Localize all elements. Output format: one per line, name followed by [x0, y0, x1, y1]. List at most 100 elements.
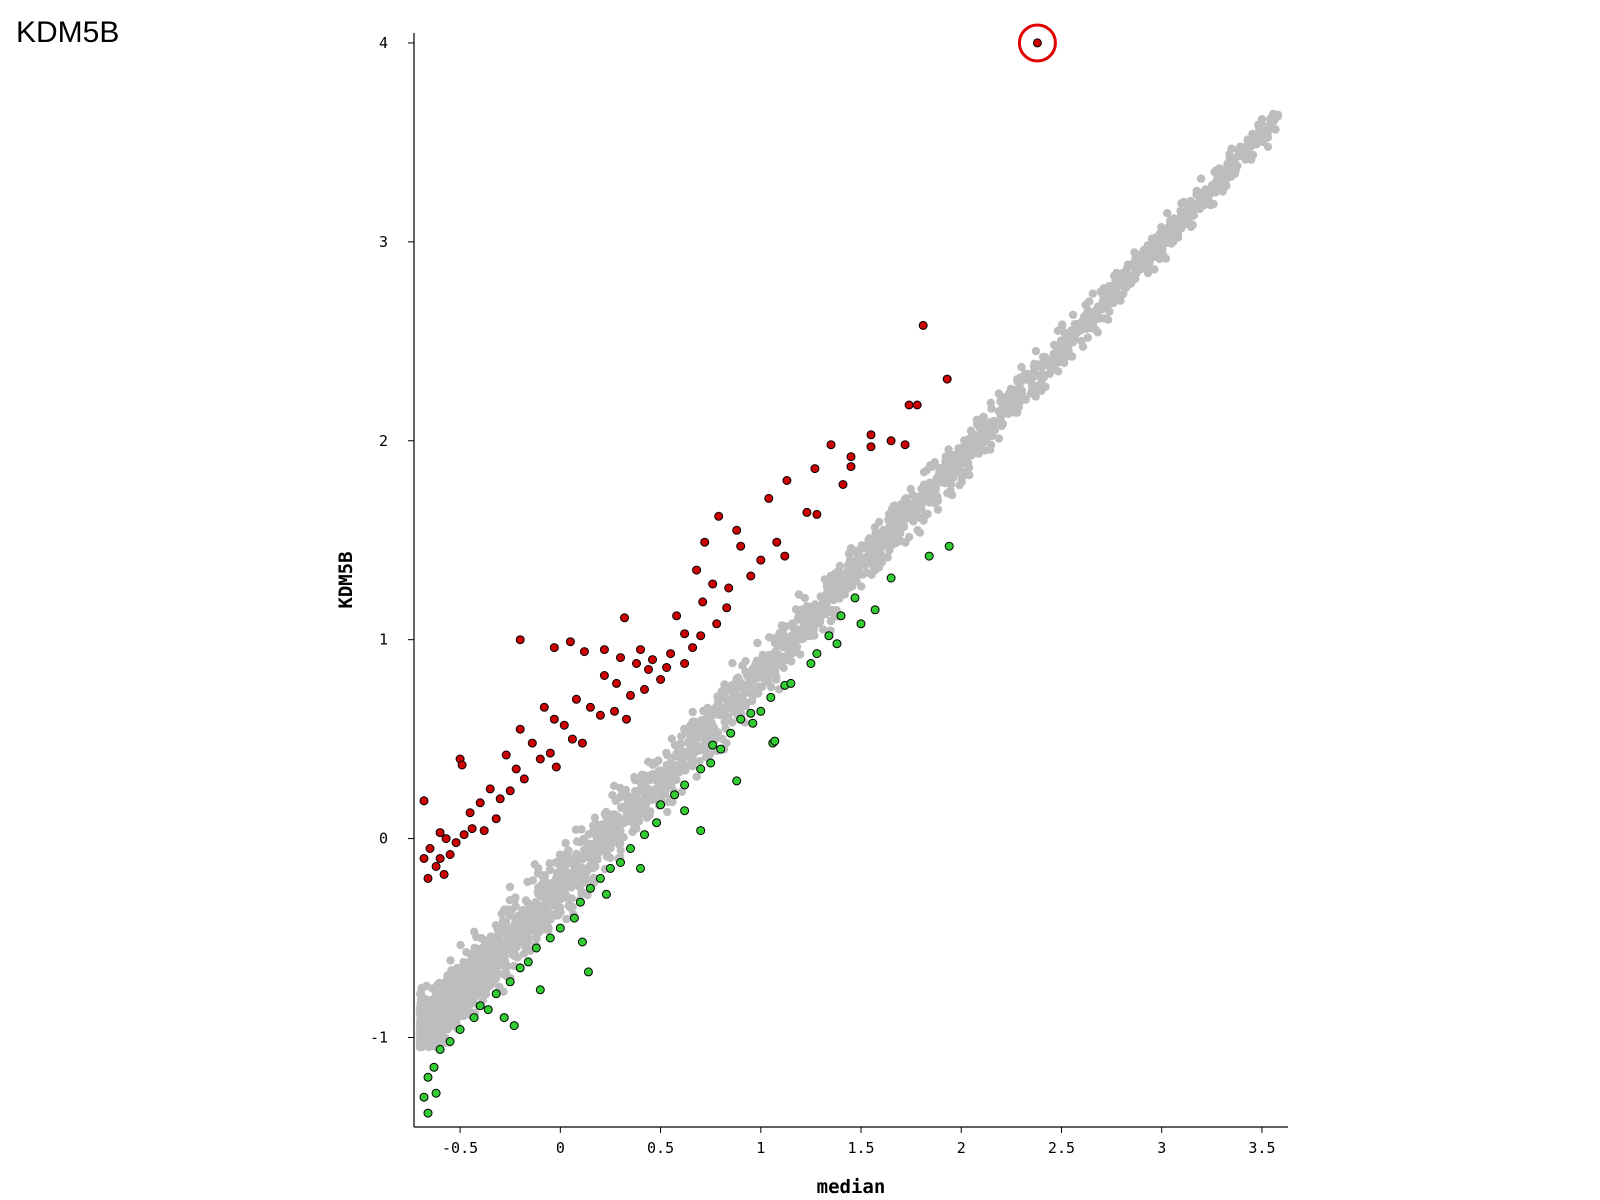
neutral-point: [608, 791, 617, 800]
up-point: [942, 374, 952, 384]
neutral-point: [723, 700, 733, 709]
neutral-point: [933, 505, 943, 514]
up-point: [491, 814, 501, 824]
neutral-point: [1168, 219, 1177, 228]
neutral-point: [1083, 313, 1092, 322]
neutral-point: [849, 560, 858, 570]
neutral-point: [818, 625, 828, 634]
neutral-point: [824, 581, 833, 590]
up-point: [696, 631, 706, 641]
neutral-point: [767, 668, 776, 677]
up-point: [636, 645, 645, 655]
down-point: [475, 1001, 485, 1011]
neutral-point: [1031, 392, 1040, 401]
neutral-point: [688, 762, 697, 771]
neutral-point: [637, 770, 647, 780]
up-point: [632, 659, 641, 668]
neutral-point: [758, 682, 767, 691]
up-point: [419, 796, 429, 806]
neutral-point: [643, 784, 652, 793]
neutral-point: [984, 428, 993, 437]
neutral-point: [645, 811, 654, 820]
down-point: [575, 897, 585, 907]
up-point: [904, 400, 914, 410]
up-point: [511, 764, 521, 774]
up-point: [459, 830, 469, 840]
neutral-point: [1000, 398, 1010, 407]
neutral-point: [939, 473, 949, 482]
neutral-point: [415, 1009, 425, 1018]
neutral-point: [629, 812, 639, 821]
neutral-point: [1023, 376, 1033, 385]
neutral-point: [609, 781, 619, 790]
neutral-point: [946, 480, 956, 489]
neutral-point: [968, 429, 977, 439]
neutral-point: [892, 518, 901, 527]
neutral-point: [1163, 208, 1172, 218]
neutral-point: [533, 869, 543, 878]
neutral-point: [713, 696, 723, 706]
neutral-point: [434, 1002, 443, 1011]
neutral-point: [794, 590, 804, 599]
neutral-point: [772, 660, 781, 669]
neutral-point: [972, 419, 982, 429]
neutral-point: [732, 693, 741, 703]
neutral-point: [1122, 269, 1132, 278]
neutral-point: [1088, 289, 1098, 298]
neutral-point: [588, 852, 597, 862]
neutral-point: [669, 772, 678, 781]
neutral-point: [711, 732, 720, 741]
neutral-point: [1145, 255, 1154, 265]
y-tick-label: -1: [370, 1028, 388, 1046]
neutral-point: [484, 940, 494, 949]
up-point: [423, 873, 433, 883]
up-point: [485, 784, 495, 794]
neutral-point: [885, 535, 895, 545]
down-point: [545, 933, 555, 943]
neutral-point: [1248, 129, 1257, 139]
neutral-point: [452, 1017, 461, 1026]
up-point: [549, 714, 559, 724]
y-axis-ticks: -1 0 1 2 3 4: [370, 34, 414, 1046]
up-point: [846, 452, 856, 462]
down-point: [555, 923, 565, 933]
neutral-point: [821, 609, 830, 619]
neutral-point: [1156, 233, 1165, 242]
neutral-point: [469, 994, 479, 1003]
neutral-point: [547, 879, 556, 888]
neutral-point: [562, 914, 571, 924]
neutral-point: [662, 748, 671, 758]
neutral-point: [1021, 395, 1030, 404]
neutral-point: [722, 738, 731, 748]
neutral-point: [835, 586, 845, 595]
neutral-point: [770, 639, 780, 648]
up-point: [736, 541, 746, 551]
neutral-point: [686, 721, 696, 731]
down-point: [429, 1062, 439, 1072]
neutral-point: [456, 940, 465, 950]
neutral-point: [576, 878, 586, 887]
up-point: [700, 537, 710, 547]
down-point: [435, 1044, 445, 1054]
up-point: [515, 635, 525, 645]
neutral-point: [1116, 292, 1125, 301]
neutral-point: [691, 740, 700, 750]
neutral-point: [555, 903, 565, 912]
neutral-point: [1222, 181, 1231, 190]
down-point: [924, 551, 934, 561]
neutral-point: [946, 486, 955, 495]
neutral-point: [1196, 174, 1206, 183]
neutral-point: [1175, 221, 1185, 230]
down-point: [680, 806, 690, 816]
down-point: [505, 977, 515, 987]
neutral-point-cloud: [415, 109, 1283, 1052]
down-point: [856, 619, 866, 629]
up-point: [535, 754, 545, 764]
neutral-point: [728, 718, 737, 727]
up-point: [549, 643, 559, 653]
neutral-point: [1266, 114, 1275, 124]
neutral-point: [802, 602, 811, 611]
neutral-point: [495, 982, 504, 992]
up-point: [698, 597, 708, 607]
down-point: [469, 1013, 479, 1023]
